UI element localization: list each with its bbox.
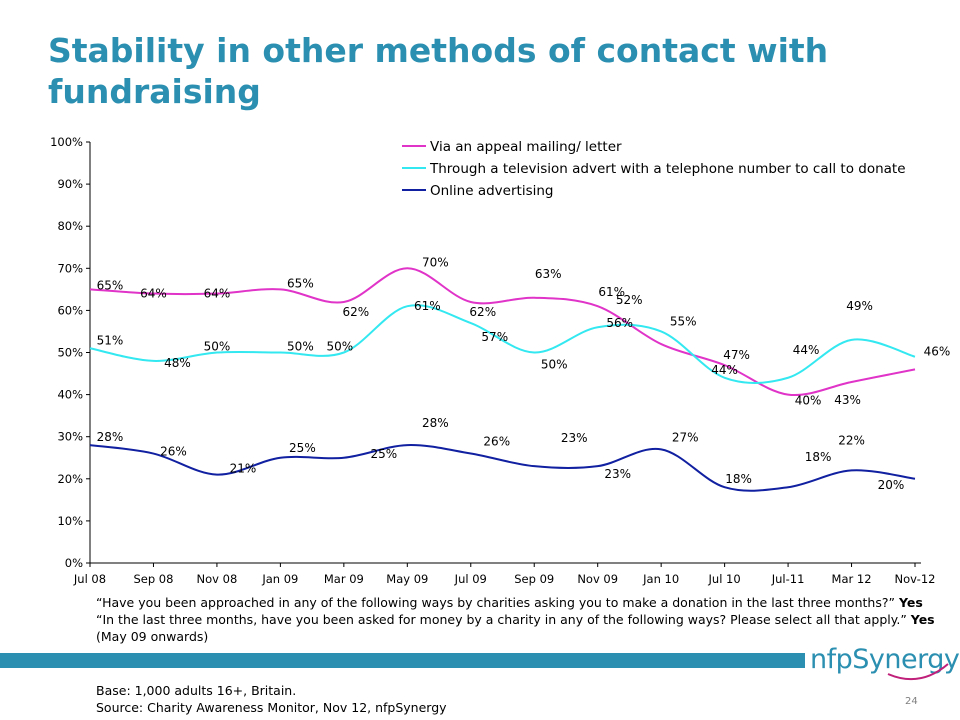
- data-label-tv-advert: 57%: [481, 330, 508, 344]
- data-label-tv-advert: 50%: [204, 340, 231, 354]
- data-label-online-advertising: 25%: [289, 441, 316, 455]
- y-tick-label: 0%: [65, 556, 83, 570]
- data-label-appeal-mailing: 62%: [469, 305, 496, 319]
- y-tick-label: 90%: [57, 177, 83, 191]
- data-label-appeal-mailing: 62%: [343, 305, 370, 319]
- y-tick-label: 80%: [57, 219, 83, 233]
- data-label-appeal-mailing: 47%: [723, 348, 750, 362]
- slide-title: Stability in other methods of contact wi…: [48, 31, 829, 111]
- x-tick-label: Mar 12: [832, 572, 872, 586]
- survey-questions: “Have you been approached in any of the …: [96, 594, 946, 645]
- data-label-online-advertising: 28%: [422, 416, 449, 430]
- x-tick-label: Sep 09: [514, 572, 554, 586]
- data-label-tv-advert: 50%: [327, 340, 354, 354]
- x-tick-label: Sep 08: [133, 572, 173, 586]
- data-label-online-advertising: 26%: [160, 445, 187, 459]
- question-2-note: (May 09 onwards): [96, 629, 209, 644]
- data-label-online-advertising: 23%: [561, 431, 588, 445]
- source-text: Source: Charity Awareness Monitor, Nov 1…: [96, 700, 447, 715]
- y-tick-label: 60%: [57, 303, 83, 317]
- y-tick-label: 70%: [57, 261, 83, 275]
- x-tick-label: Mar 09: [324, 572, 364, 586]
- logo-text: nfpSynergy: [810, 644, 960, 675]
- data-label-tv-advert: 49%: [846, 299, 873, 313]
- question-1: “Have you been approached in any of the …: [96, 594, 946, 611]
- legend-label-tv-advert: Through a television advert with a telep…: [429, 161, 906, 177]
- data-label-online-advertising: 25%: [371, 447, 398, 461]
- x-tick-label: Jul 08: [73, 572, 106, 586]
- data-label-appeal-mailing: 63%: [535, 267, 562, 281]
- x-tick-label: May 09: [386, 572, 428, 586]
- data-label-online-advertising: 26%: [483, 435, 510, 449]
- data-label-appeal-mailing: 43%: [834, 393, 861, 407]
- chart-data-labels: 65% 64% 64% 65% 62% 70% 62% 63% 61% 47% 40% 43% 46% 5…: [97, 255, 951, 492]
- question-2-text: “In the last three months, have you been…: [96, 612, 907, 627]
- question-1-answer: Yes: [898, 595, 923, 610]
- data-label-online-advertising: 28%: [97, 430, 124, 444]
- data-label-online-advertising: 18%: [805, 450, 832, 464]
- logo-swoosh-icon: [887, 663, 949, 681]
- base-text: Base: 1,000 adults 16+, Britain.: [96, 683, 297, 698]
- data-label-online-advertising: 18%: [725, 472, 752, 486]
- footer-bar: [0, 653, 805, 668]
- data-label-tv-advert: 48%: [164, 356, 191, 370]
- legend-label-appeal-mailing: Via an appeal mailing/ letter: [430, 139, 622, 155]
- x-tick-label: Jul 10: [708, 572, 741, 586]
- y-tick-label: 30%: [57, 430, 83, 444]
- question-2-answer: Yes: [910, 612, 935, 627]
- series-line-appeal-mailing: [89, 267, 916, 397]
- data-label-tv-advert: 55%: [670, 314, 697, 328]
- data-label-tv-advert: 50%: [541, 358, 568, 372]
- line-chart: 0% 10% 20% 30% 40% 50% 60% 70% 80% 90% 100% Jul 08 S…: [50, 135, 951, 586]
- data-label-online-advertising: 21%: [230, 462, 257, 476]
- data-label-appeal-mailing: 64%: [140, 287, 167, 301]
- x-tick-label: Jan 09: [261, 572, 298, 586]
- data-label-tv-advert: 61%: [414, 299, 441, 313]
- data-label-online-advertising: 27%: [672, 430, 699, 444]
- chart-axes: 0% 10% 20% 30% 40% 50% 60% 70% 80% 90% 100% Jul 08 S…: [50, 135, 935, 586]
- data-label-tv-advert: 56%: [606, 316, 633, 330]
- x-tick-label: Jan 10: [642, 572, 679, 586]
- data-label-appeal-mailing: 46%: [924, 344, 951, 358]
- y-tick-label: 20%: [57, 472, 83, 486]
- x-tick-label: Nov 09: [577, 572, 618, 586]
- data-label-tv-advert: 44%: [793, 343, 820, 357]
- data-label-appeal-mailing: 61%: [598, 285, 625, 299]
- data-label-tv-advert: 44%: [711, 363, 738, 377]
- nfpsynergy-logo: nfpSynergy: [810, 644, 960, 684]
- x-tick-label: Jul-11: [771, 572, 805, 586]
- y-tick-label: 50%: [57, 346, 83, 360]
- data-label-online-advertising: 23%: [604, 467, 631, 481]
- question-1-text: “Have you been approached in any of the …: [96, 595, 895, 610]
- y-tick-label: 100%: [50, 135, 83, 149]
- y-tick-label: 10%: [57, 514, 83, 528]
- data-label-appeal-mailing: 70%: [422, 255, 449, 269]
- data-label-appeal-mailing: 65%: [97, 278, 124, 292]
- data-label-online-advertising: 22%: [838, 433, 865, 447]
- data-label-extra: 52%: [616, 293, 643, 307]
- data-label-tv-advert: 51%: [97, 333, 124, 347]
- data-label-appeal-mailing: 65%: [287, 276, 314, 290]
- y-tick-label: 40%: [57, 388, 83, 402]
- series-line-tv-advert: [89, 304, 916, 385]
- question-2: “In the last three months, have you been…: [96, 611, 946, 645]
- x-tick-label: Jul 09: [454, 572, 487, 586]
- series-line-online-advertising: [89, 444, 916, 492]
- chart-series-lines: [89, 267, 916, 492]
- base-source: Base: 1,000 adults 16+, Britain. Source:…: [96, 682, 796, 716]
- page-number: 24: [905, 696, 918, 707]
- chart-legend: Via an appeal mailing/ letter Through a t…: [402, 139, 906, 199]
- data-label-appeal-mailing: 40%: [795, 394, 822, 408]
- data-label-appeal-mailing: 64%: [204, 287, 231, 301]
- data-label-online-advertising: 20%: [878, 478, 905, 492]
- legend-label-online-advertising: Online advertising: [430, 183, 553, 199]
- x-tick-label: Nov 08: [197, 572, 238, 586]
- data-label-tv-advert: 50%: [287, 340, 314, 354]
- x-tick-label: Nov-12: [895, 572, 936, 586]
